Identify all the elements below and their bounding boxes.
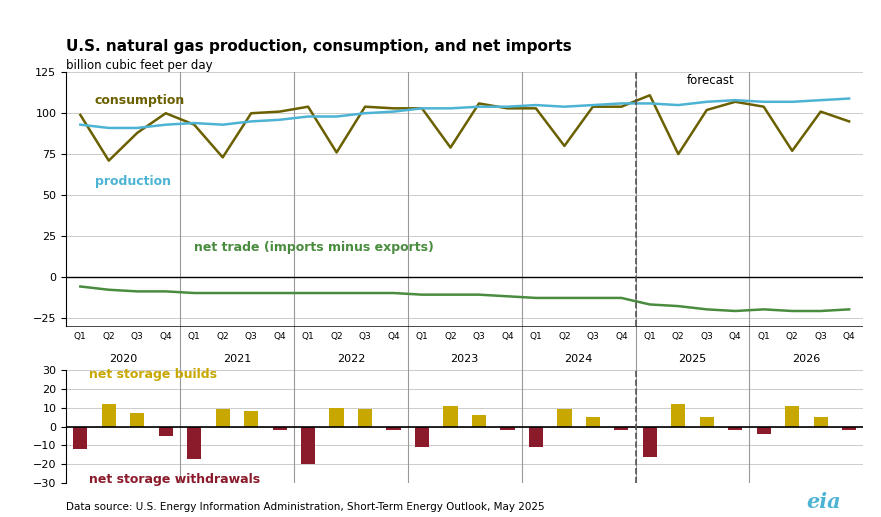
Text: Q3: Q3 [700,332,713,341]
Bar [757,427,771,434]
Text: Q1: Q1 [529,332,543,341]
Text: Q4: Q4 [729,332,742,341]
Text: net storage builds: net storage builds [89,368,217,381]
Text: Q1: Q1 [74,332,86,341]
Text: Q4: Q4 [615,332,627,341]
Bar [813,417,828,427]
Text: Q2: Q2 [558,332,571,341]
Text: forecast: forecast [687,74,735,87]
Text: 2024: 2024 [565,354,593,364]
Text: Q2: Q2 [330,332,343,341]
Bar [671,404,685,427]
Text: billion cubic feet per day: billion cubic feet per day [66,59,212,72]
Text: Q3: Q3 [814,332,827,341]
Text: Q1: Q1 [643,332,656,341]
Bar [586,417,600,427]
Bar [700,417,714,427]
Text: consumption: consumption [94,94,185,107]
Bar [329,407,344,427]
Text: U.S. natural gas production, consumption, and net imports: U.S. natural gas production, consumption… [66,39,572,54]
Bar [73,427,87,449]
Bar [272,427,286,430]
Text: Data source: U.S. Energy Information Administration, Short-Term Energy Outlook, : Data source: U.S. Energy Information Adm… [66,502,544,512]
Bar [101,404,116,427]
Text: Q1: Q1 [758,332,770,341]
Text: Q2: Q2 [672,332,685,341]
Bar [358,409,372,427]
Bar [130,413,144,427]
Bar [244,412,258,427]
Bar [472,415,486,427]
Text: net trade (imports minus exports): net trade (imports minus exports) [194,241,434,254]
Bar [387,427,401,430]
Bar [187,427,202,459]
Bar [443,406,457,427]
Text: Q3: Q3 [131,332,144,341]
Text: Q3: Q3 [472,332,485,341]
Bar [159,427,173,436]
Text: Q4: Q4 [273,332,286,341]
Bar [842,427,856,430]
Text: 2023: 2023 [450,354,479,364]
Bar [415,427,429,447]
Text: Q2: Q2 [786,332,798,341]
Text: 2025: 2025 [678,354,707,364]
Text: Q3: Q3 [359,332,372,341]
Bar [728,427,743,430]
Text: Q2: Q2 [102,332,115,341]
Bar [529,427,543,447]
Bar [643,427,657,457]
Text: production: production [94,175,171,188]
Text: net storage withdrawals: net storage withdrawals [89,473,260,486]
Bar [216,409,230,427]
Text: Q4: Q4 [501,332,514,341]
Bar [301,427,315,464]
Text: Q2: Q2 [444,332,457,341]
Text: Q4: Q4 [843,332,855,341]
Text: Q1: Q1 [416,332,428,341]
Text: Q4: Q4 [159,332,172,341]
Text: Q2: Q2 [217,332,229,341]
Text: eia: eia [807,492,841,512]
Bar [558,409,572,427]
Bar [785,406,799,427]
Bar [500,427,515,430]
Text: Q4: Q4 [388,332,400,341]
Text: Q3: Q3 [245,332,257,341]
Text: 2020: 2020 [109,354,137,364]
Text: Q1: Q1 [188,332,201,341]
Text: 2026: 2026 [792,354,820,364]
Bar [614,427,628,430]
Text: Q3: Q3 [587,332,599,341]
Text: 2021: 2021 [223,354,251,364]
Text: Q1: Q1 [301,332,315,341]
Text: 2022: 2022 [337,354,365,364]
